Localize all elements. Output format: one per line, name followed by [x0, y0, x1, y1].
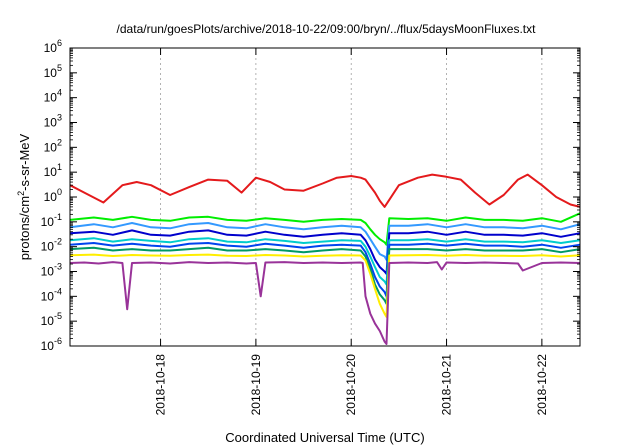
- y-tick-label: 102: [44, 137, 62, 154]
- y-tick-label: 103: [44, 113, 62, 130]
- y-tick-label-base: 10: [41, 265, 55, 279]
- y-tick-label-base: 10: [41, 314, 55, 328]
- series-line-4: [69, 229, 581, 275]
- y-tick-label-exponent: 5: [57, 63, 62, 73]
- y-tick-label-base: 10: [44, 91, 58, 105]
- y-tick-label-exponent: -2: [54, 237, 62, 247]
- y-tick-label-base: 10: [44, 140, 58, 154]
- y-tick-label-exponent: -3: [54, 262, 62, 272]
- y-tick-label-base: 10: [41, 240, 55, 254]
- y-tick-label: 10-6: [41, 336, 62, 353]
- x-tick-label: 2018-10-21: [440, 354, 454, 416]
- y-tick-label-base: 10: [44, 165, 58, 179]
- y-tick-label: 10-3: [41, 262, 62, 279]
- plot-frame: [69, 47, 581, 347]
- y-tick-label-base: 10: [44, 116, 58, 130]
- y-axis-label-pre: protons/cm: [17, 196, 32, 260]
- y-tick-label-base: 10: [44, 66, 58, 80]
- y-tick-label: 105: [44, 63, 62, 80]
- y-tick-label-base: 10: [41, 339, 55, 353]
- y-tick-labels: 10-610-510-410-310-210-11001011021031041…: [41, 38, 62, 353]
- y-tick-label-exponent: -5: [54, 311, 62, 321]
- y-tick-label: 104: [44, 88, 62, 105]
- y-tick-label: 101: [44, 162, 62, 179]
- grid-lines: [160, 48, 543, 346]
- y-tick-label-exponent: -4: [54, 286, 62, 296]
- y-tick-label-exponent: 0: [57, 187, 62, 197]
- chart-title: /data/run/goesPlots/archive/2018-10-22/0…: [117, 22, 537, 36]
- y-tick-label-exponent: -6: [54, 336, 62, 346]
- series-line-9: [69, 261, 581, 345]
- y-tick-label: 100: [44, 187, 62, 204]
- y-tick-label-exponent: 4: [57, 88, 62, 98]
- series-line-5: [69, 237, 581, 286]
- y-tick-label-exponent: 6: [57, 38, 62, 48]
- y-tick-label-base: 10: [41, 289, 55, 303]
- y-tick-label: 10-4: [41, 286, 62, 303]
- y-tick-label-exponent: -1: [54, 212, 62, 222]
- y-tick-label-exponent: 3: [57, 113, 62, 123]
- y-tick-label: 10-5: [41, 311, 62, 328]
- y-tick-label-base: 10: [41, 215, 55, 229]
- x-tick-labels: 2018-10-18 2018-10-19 2018-10-20 2018-10-21…: [154, 354, 549, 416]
- series-line-1: [69, 173, 581, 208]
- y-tick-label-exponent: 1: [57, 162, 62, 172]
- x-tick-label: 2018-10-18: [154, 354, 168, 416]
- x-axis-label: Coordinated Universal Time (UTC): [225, 430, 424, 445]
- y-tick-label-exponent: 2: [57, 137, 62, 147]
- series-line-7: [69, 246, 581, 305]
- y-tick-label: 106: [44, 38, 62, 55]
- axis-ticks: [70, 47, 580, 347]
- series-line-2: [69, 212, 581, 246]
- x-tick-label: 2018-10-19: [249, 354, 263, 416]
- x-tick-label: 2018-10-20: [344, 354, 358, 416]
- x-tick-label: 2018-10-22: [535, 354, 549, 416]
- y-tick-label: 10-1: [41, 212, 62, 229]
- y-tick-label-base: 10: [44, 41, 58, 55]
- y-tick-label: 10-2: [41, 237, 62, 254]
- series-line-6: [69, 242, 581, 298]
- y-axis-label-post: -s-sr-MeV: [17, 133, 32, 190]
- y-tick-label-base: 10: [44, 190, 58, 204]
- y-axis-label: protons/cm2-s-sr-MeV: [16, 133, 32, 260]
- series-line-3: [69, 222, 581, 261]
- series-line-8: [69, 253, 581, 318]
- y-axis-label-sup: 2: [16, 191, 26, 196]
- series-lines: [69, 173, 581, 345]
